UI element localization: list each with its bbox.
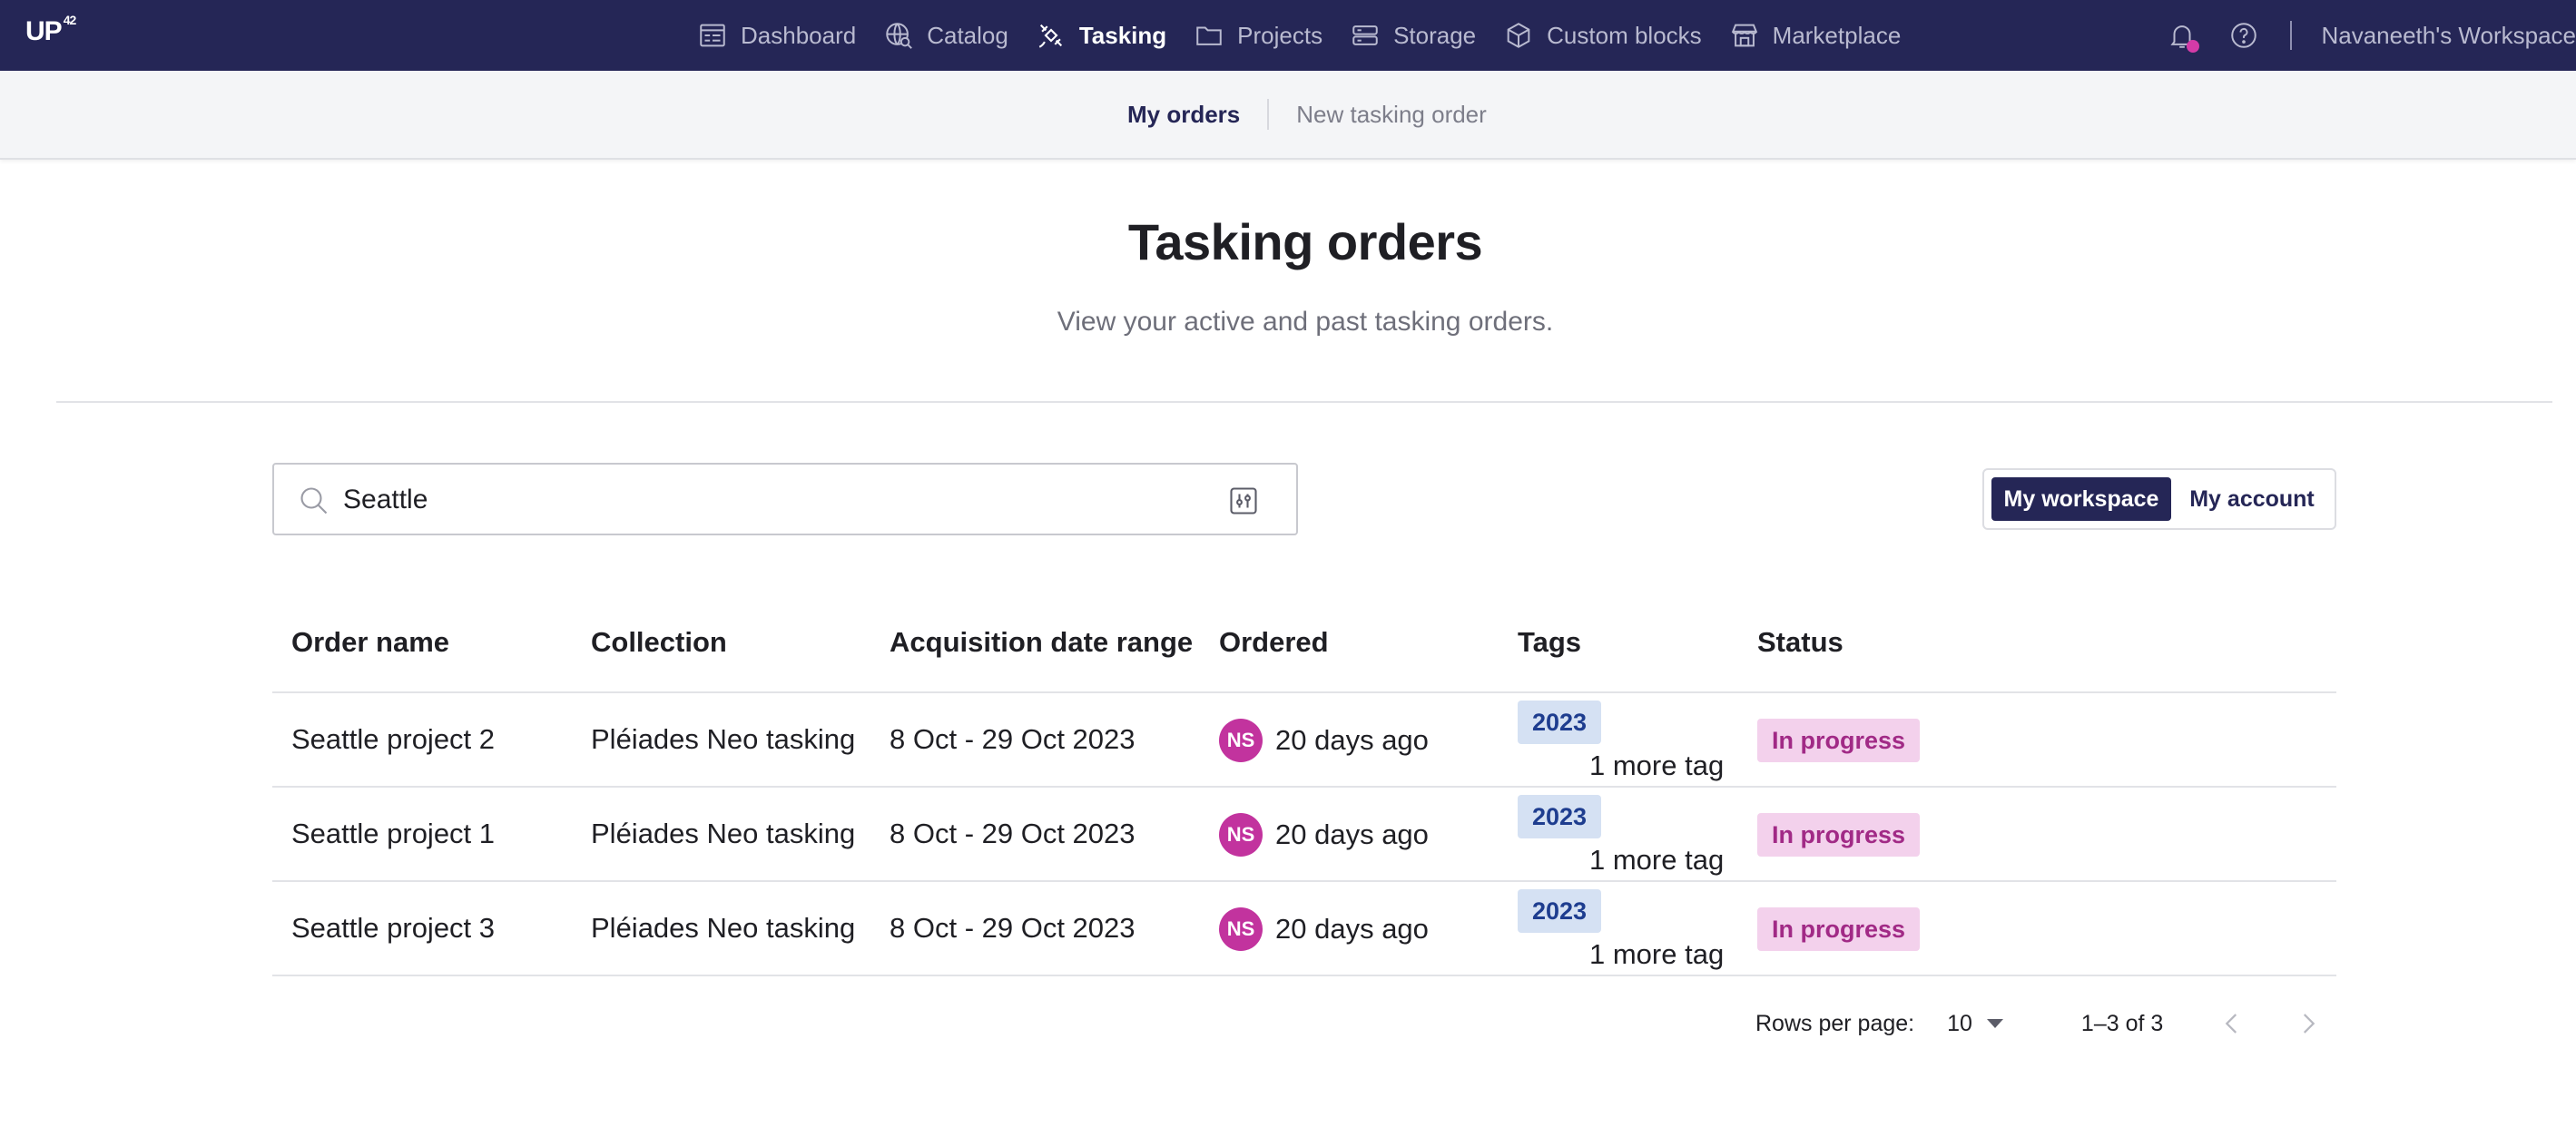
ordered-cell: NS 20 days ago (1219, 907, 1429, 951)
tag-badge: 2023 (1518, 889, 1602, 933)
nav-label: Catalog (927, 21, 1008, 49)
nav-label: Projects (1237, 21, 1323, 49)
ordered-cell: NS 20 days ago (1219, 719, 1429, 762)
chevron-left-icon (2226, 1014, 2237, 1034)
search-input[interactable] (343, 477, 1160, 523)
chevron-right-icon (2304, 1014, 2315, 1034)
help-button[interactable] (2228, 20, 2259, 51)
scope-toggle: My workspace My account (1982, 468, 2336, 530)
collection: Pléiades Neo tasking (591, 818, 856, 849)
nav-item-custom-blocks[interactable]: Custom blocks (1503, 0, 1702, 71)
help-icon (2231, 23, 2257, 48)
cube-icon (1507, 23, 1530, 48)
nav-label: Tasking (1078, 21, 1167, 49)
satellite-icon (1038, 24, 1062, 48)
table-row[interactable]: Seattle project 3 Pléiades Neo tasking 8… (272, 882, 2336, 976)
nav-label: Custom blocks (1547, 21, 1702, 49)
column-header-acquisition-date-range[interactable]: Acquisition date range (890, 626, 1194, 658)
order-name: Seattle project 3 (291, 912, 496, 944)
nav-item-marketplace[interactable]: Marketplace (1729, 0, 1902, 71)
status-badge: In progress (1757, 719, 1921, 762)
nav-label: Marketplace (1772, 21, 1902, 49)
avatar: NS (1219, 719, 1263, 762)
notification-dot (2187, 40, 2200, 53)
avatar: NS (1219, 907, 1263, 951)
status-badge: In progress (1757, 907, 1921, 951)
collection: Pléiades Neo tasking (591, 912, 856, 944)
tag-badge: 2023 (1518, 795, 1602, 838)
column-header-tags[interactable]: Tags (1518, 626, 1582, 658)
workspace-menu[interactable]: Navaneeth's Workspace (2321, 21, 2576, 49)
catalog-globe-icon (886, 23, 913, 49)
ordered-time: 20 days ago (1275, 724, 1429, 756)
nav-label: Storage (1393, 21, 1477, 49)
subnav-my-orders[interactable]: My orders (1127, 100, 1241, 128)
tag-badge: 2023 (1518, 701, 1602, 744)
avatar: NS (1219, 813, 1263, 857)
nav-label: Dashboard (741, 21, 857, 49)
ordered-time: 20 days ago (1275, 818, 1429, 850)
status-badge: In progress (1757, 813, 1921, 857)
more-tags-link[interactable]: 1 more tag (1589, 750, 1725, 781)
page-range: 1–3 of 3 (2080, 1010, 2164, 1036)
nav-item-tasking[interactable]: Tasking (1036, 0, 1166, 71)
order-name: Seattle project 1 (291, 818, 496, 849)
column-header-status[interactable]: Status (1757, 626, 1844, 658)
rows-per-page-select[interactable]: 10 (1947, 1011, 2003, 1037)
my-account-button[interactable]: My account (2189, 485, 2315, 512)
table-header: Order name Collection Acquisition date r… (272, 599, 2336, 693)
up42-logo[interactable]: UP 42 (25, 13, 76, 46)
subnav-new-tasking-order[interactable]: New tasking order (1296, 100, 1487, 128)
nav-item-dashboard[interactable]: Dashboard (697, 0, 856, 71)
search-box (272, 463, 1298, 535)
column-header-collection[interactable]: Collection (591, 626, 727, 658)
column-header-order-name[interactable]: Order name (291, 626, 450, 658)
storefront-icon (1731, 24, 1757, 47)
search-icon (300, 487, 328, 514)
rows-per-page-value: 10 (1947, 1010, 1972, 1036)
more-tags-link[interactable]: 1 more tag (1589, 938, 1725, 970)
collection: Pléiades Neo tasking (591, 723, 856, 755)
page-title: Tasking orders (1127, 213, 1483, 270)
ordered-time: 20 days ago (1275, 913, 1429, 945)
nav-item-storage[interactable]: Storage (1350, 0, 1476, 71)
dashboard-icon (700, 24, 725, 47)
ordered-cell: NS 20 days ago (1219, 813, 1429, 857)
folder-icon (1196, 26, 1222, 45)
filter-icon[interactable] (1227, 485, 1260, 517)
more-tags-link[interactable]: 1 more tag (1589, 844, 1725, 876)
header-divider (56, 401, 2552, 403)
nav-item-catalog[interactable]: Catalog (883, 0, 1008, 71)
nav-right: Navaneeth's Workspace (2167, 0, 2576, 71)
subnav-separator (1267, 99, 1270, 130)
orders-table: Order name Collection Acquisition date r… (272, 599, 2336, 976)
date-range: 8 Oct - 29 Oct 2023 (890, 912, 1136, 944)
main-nav: Dashboard Catalog Tasking Projects Stora… (697, 0, 1928, 71)
date-range: 8 Oct - 29 Oct 2023 (890, 818, 1136, 849)
table-row[interactable]: Seattle project 2 Pléiades Neo tasking 8… (272, 693, 2336, 788)
notifications-button[interactable] (2167, 20, 2200, 53)
pagination: Rows per page: 10 1–3 of 3 (1755, 1005, 2366, 1042)
my-workspace-button[interactable]: My workspace (1991, 477, 2171, 521)
page-subtitle: View your active and past tasking orders… (1057, 307, 1554, 337)
date-range: 8 Oct - 29 Oct 2023 (890, 723, 1136, 755)
table-row[interactable]: Seattle project 1 Pléiades Neo tasking 8… (272, 788, 2336, 882)
rows-per-page-label: Rows per page: (1755, 1010, 1915, 1036)
sub-navigation: My orders New tasking order (0, 71, 2576, 160)
nav-item-projects[interactable]: Projects (1194, 0, 1322, 71)
storage-icon (1352, 25, 1378, 45)
previous-page-button[interactable] (2214, 1005, 2250, 1042)
caret-down-icon (1986, 1019, 2003, 1028)
top-navigation: UP 42 Dashboard Catalog Tasking Projects … (0, 0, 2576, 71)
column-header-ordered[interactable]: Ordered (1219, 626, 1329, 658)
order-name: Seattle project 2 (291, 723, 496, 755)
next-page-button[interactable] (2290, 1005, 2326, 1042)
nav-separator (2290, 21, 2293, 50)
